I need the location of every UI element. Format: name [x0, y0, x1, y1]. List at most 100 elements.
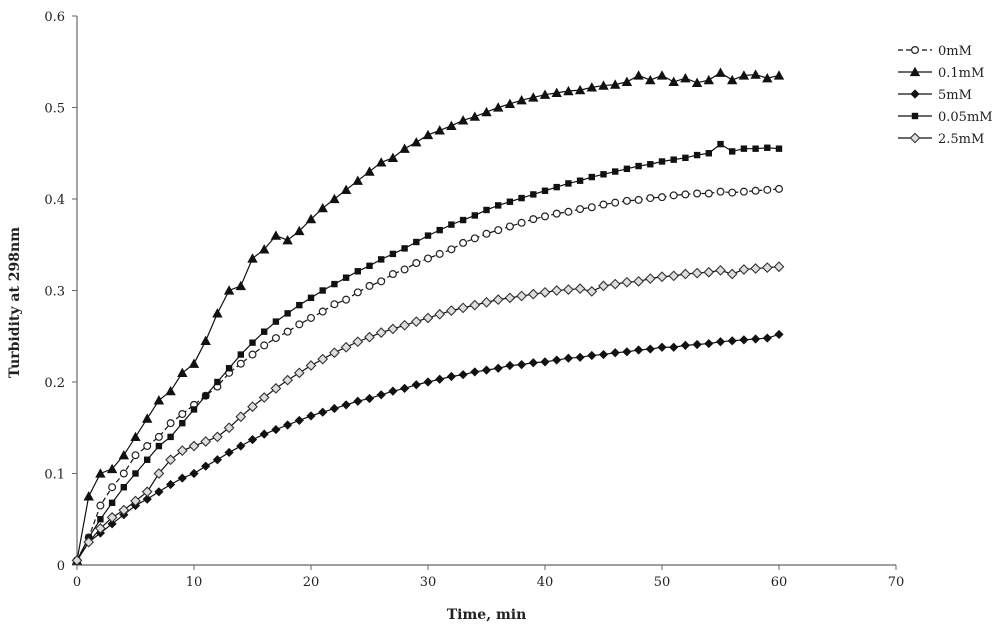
data-point — [739, 187, 748, 196]
data-point — [761, 262, 773, 274]
data-point — [482, 229, 491, 238]
data-point — [750, 69, 761, 79]
data-point — [247, 401, 258, 413]
data-point — [306, 411, 316, 421]
data-point — [459, 238, 468, 247]
data-point — [329, 193, 340, 204]
data-point — [481, 365, 492, 375]
data-point — [729, 148, 736, 155]
data-point — [261, 328, 268, 335]
data-point — [106, 512, 118, 523]
data-point — [680, 268, 691, 280]
data-point — [177, 367, 188, 378]
data-point — [716, 187, 725, 196]
legend-label: 0.05mM — [938, 110, 993, 125]
data-point — [598, 349, 609, 360]
data-point — [434, 308, 446, 320]
data-point — [715, 337, 726, 347]
x-tick-label: 0 — [73, 575, 81, 590]
data-point — [586, 286, 598, 297]
data-point — [516, 94, 527, 105]
data-point — [495, 202, 502, 209]
data-point — [435, 249, 444, 258]
data-point — [235, 280, 246, 291]
data-point — [680, 73, 691, 83]
data-point — [377, 277, 386, 286]
data-point — [153, 468, 165, 479]
data-point — [634, 195, 643, 204]
data-point — [422, 129, 434, 140]
data-point — [141, 486, 153, 498]
legend-label: 0.1mM — [938, 66, 984, 81]
data-point — [563, 284, 574, 295]
data-point — [130, 495, 141, 507]
data-point — [738, 70, 750, 80]
data-point — [399, 143, 410, 153]
data-point — [553, 183, 560, 191]
data-point — [143, 442, 152, 451]
data-point — [188, 358, 200, 368]
data-point — [189, 468, 199, 479]
data-point — [540, 212, 549, 221]
x-tick-label: 70 — [888, 575, 905, 590]
data-point — [634, 345, 644, 355]
data-point — [715, 67, 726, 77]
data-point — [352, 336, 364, 348]
legend-item: 0.1mM — [898, 66, 984, 81]
data-point — [647, 161, 654, 168]
data-point — [658, 158, 666, 165]
data-point — [668, 76, 679, 87]
data-point — [717, 140, 724, 148]
data-point — [200, 335, 211, 345]
data-point — [541, 187, 549, 194]
data-point — [446, 305, 457, 317]
data-point — [656, 271, 668, 283]
data-point — [259, 244, 270, 254]
data-point — [294, 225, 305, 236]
data-point — [83, 536, 95, 548]
data-point — [622, 196, 631, 205]
data-point — [575, 352, 585, 362]
data-point — [329, 347, 340, 359]
data-point — [471, 212, 478, 219]
data-point — [212, 455, 222, 465]
legend-marker — [911, 112, 919, 120]
data-point — [775, 145, 783, 152]
data-point — [644, 273, 656, 284]
data-point — [318, 407, 328, 417]
data-point — [610, 79, 621, 89]
data-point — [179, 419, 186, 427]
data-point — [165, 385, 176, 396]
data-point — [118, 504, 130, 516]
data-point — [212, 308, 223, 318]
data-point — [693, 189, 702, 198]
data-point — [670, 156, 677, 163]
data-point — [97, 516, 104, 523]
data-point — [118, 450, 129, 460]
legend-marker — [909, 132, 921, 144]
data-point — [751, 186, 760, 195]
data-point — [505, 360, 515, 371]
data-point — [237, 351, 244, 358]
data-point — [249, 339, 256, 346]
data-point — [447, 245, 456, 254]
data-point — [424, 232, 432, 239]
data-point — [201, 461, 211, 471]
x-tick-label: 20 — [303, 575, 320, 590]
data-point — [178, 410, 187, 419]
data-point — [120, 484, 127, 491]
data-point — [166, 479, 176, 490]
data-point — [130, 431, 141, 442]
data-point — [588, 173, 595, 181]
data-point — [200, 436, 212, 447]
series-layer — [71, 67, 785, 566]
data-point — [214, 378, 221, 386]
data-point — [271, 424, 281, 435]
data-point — [305, 360, 317, 371]
data-point — [657, 342, 667, 352]
data-point — [401, 245, 408, 252]
y-tick-label: 0.1 — [44, 468, 65, 483]
data-point — [95, 468, 106, 478]
data-point — [527, 288, 539, 300]
